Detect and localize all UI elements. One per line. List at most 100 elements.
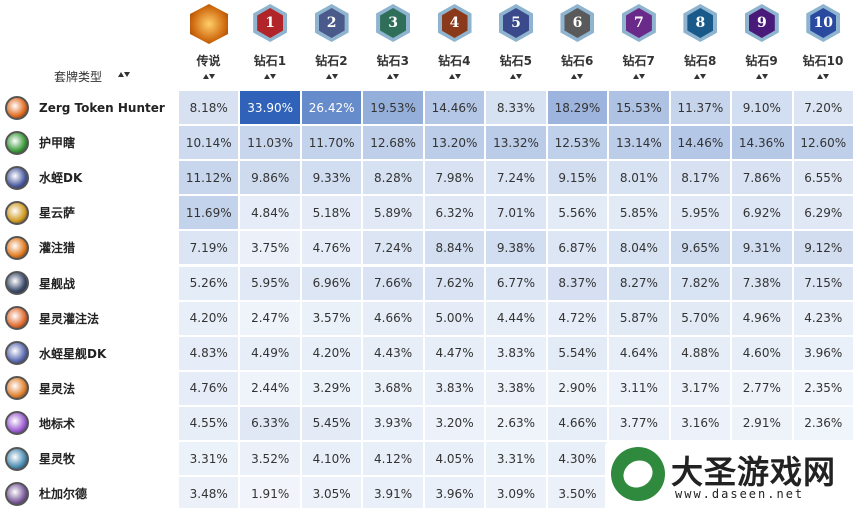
- percent-cell: 6.96%: [301, 266, 362, 300]
- sort-arrows[interactable]: [118, 71, 130, 79]
- percent-cell: 33.90%: [240, 91, 300, 124]
- deck-name: 星灵牧: [0, 442, 176, 475]
- sort-arrows[interactable]: [510, 73, 522, 81]
- sort-arrows[interactable]: [817, 73, 830, 81]
- rank-badge: 4: [437, 4, 472, 42]
- percent-cell: 3.38%: [486, 371, 546, 405]
- legend-badge: [190, 4, 228, 44]
- sort-arrows[interactable]: [755, 73, 768, 81]
- percent-cell: 3.57%: [301, 301, 362, 335]
- percent-cell: 8.01%: [609, 161, 669, 195]
- percent-cell: 5.26%: [179, 266, 239, 300]
- percent-cell: 4.44%: [486, 301, 546, 335]
- column-header: 钻石8: [683, 54, 717, 68]
- percent-cell: 4.30%: [547, 442, 608, 475]
- percent-cell: 5.56%: [547, 196, 608, 230]
- percent-cell: 3.09%: [486, 477, 546, 508]
- percent-cell: 4.60%: [732, 336, 792, 370]
- percent-cell: 4.72%: [547, 301, 608, 335]
- percent-cell: 8.37%: [547, 266, 608, 300]
- percent-cell: 3.11%: [609, 371, 669, 405]
- percent-cell: 2.44%: [240, 371, 300, 405]
- percent-cell: 5.89%: [363, 196, 423, 230]
- sort-arrows[interactable]: [632, 73, 645, 81]
- percent-cell: 8.04%: [609, 231, 669, 265]
- percent-cell: 7.82%: [670, 266, 731, 300]
- deck-name-text: 星灵牧: [39, 452, 76, 466]
- percent-cell: 14.46%: [670, 126, 731, 160]
- percent-cell: 2.63%: [486, 406, 546, 440]
- percent-cell: 3.77%: [609, 406, 669, 440]
- sort-arrows[interactable]: [387, 73, 400, 81]
- rank-badge: 3: [376, 4, 411, 42]
- percent-cell: 2.36%: [793, 406, 853, 440]
- percent-cell: 4.12%: [363, 442, 423, 475]
- percent-cell: 14.36%: [732, 126, 792, 160]
- watermark-logo: [611, 447, 665, 501]
- percent-cell: 4.76%: [301, 231, 362, 265]
- percent-cell: 9.10%: [732, 91, 792, 124]
- percent-cell: 3.20%: [424, 406, 485, 440]
- percent-cell: 3.93%: [363, 406, 423, 440]
- deck-name: 地标术: [0, 407, 176, 440]
- percent-cell: 2.90%: [547, 371, 608, 405]
- watermark: 大圣游戏网 www.daseen.net: [605, 441, 854, 508]
- sort-arrows[interactable]: [325, 73, 338, 81]
- deck-icon: [5, 341, 29, 366]
- rank-badge: 1: [253, 4, 288, 42]
- percent-cell: 10.14%: [179, 126, 239, 160]
- percent-cell: 8.28%: [363, 161, 423, 195]
- percent-cell: 9.38%: [486, 231, 546, 265]
- percent-cell: 12.53%: [547, 126, 608, 160]
- percent-cell: 6.29%: [793, 196, 853, 230]
- deck-name: 护甲瞎: [0, 126, 176, 159]
- sort-arrows[interactable]: [202, 73, 215, 81]
- watermark-logo-leaf: [618, 455, 658, 493]
- column-header: 钻石2: [315, 54, 348, 68]
- deck-icon: [5, 306, 29, 331]
- percent-cell: 3.17%: [670, 371, 731, 405]
- percent-cell: 6.92%: [732, 196, 792, 230]
- deck-name-text: 护甲瞎: [39, 136, 76, 151]
- sort-arrows[interactable]: [694, 73, 707, 81]
- sort-arrows[interactable]: [571, 73, 584, 81]
- rank-number: 1: [257, 8, 284, 38]
- column-header: 钻石1: [253, 54, 287, 68]
- sort-arrows[interactable]: [448, 73, 461, 81]
- percent-cell: 6.32%: [424, 196, 485, 230]
- percent-cell: 4.96%: [732, 301, 792, 335]
- percent-cell: 7.20%: [793, 91, 853, 124]
- deck-icon: [5, 376, 29, 401]
- percent-cell: 7.01%: [486, 196, 546, 230]
- rank-badge: 5: [499, 4, 533, 42]
- column-header: 钻石5: [499, 54, 532, 68]
- percent-cell: 4.23%: [793, 301, 853, 335]
- rank-badge: 10: [806, 4, 841, 42]
- deck-icon: [5, 411, 29, 436]
- deck-name-text: 水蛭星舰DK: [39, 346, 107, 361]
- percent-cell: 3.31%: [179, 442, 239, 475]
- deck-type-label: 套牌类型: [54, 70, 103, 84]
- deck-name: 水蛭DK: [0, 161, 176, 194]
- deck-name: 星舰战: [0, 267, 176, 300]
- percent-cell: 3.05%: [301, 477, 362, 508]
- deck-name: 星灵法: [0, 372, 176, 405]
- percent-cell: 4.47%: [424, 336, 485, 370]
- deck-name-text: Zerg Token Hunter: [39, 100, 165, 115]
- percent-cell: 2.77%: [732, 371, 792, 405]
- percent-cell: 7.38%: [732, 266, 792, 300]
- percent-cell: 4.88%: [670, 336, 731, 370]
- percent-cell: 4.66%: [547, 406, 608, 440]
- column-header: 钻石6: [561, 54, 594, 68]
- percent-cell: 4.64%: [609, 336, 669, 370]
- percent-cell: 8.17%: [670, 161, 731, 195]
- sort-arrows[interactable]: [264, 73, 277, 81]
- percent-cell: 3.83%: [486, 336, 546, 370]
- percent-cell: 9.33%: [301, 161, 362, 195]
- percent-cell: 3.83%: [424, 371, 485, 405]
- percent-cell: 6.33%: [240, 406, 300, 440]
- rank-number: 7: [625, 8, 652, 38]
- percent-cell: 8.27%: [609, 266, 669, 300]
- percent-cell: 6.55%: [793, 161, 853, 195]
